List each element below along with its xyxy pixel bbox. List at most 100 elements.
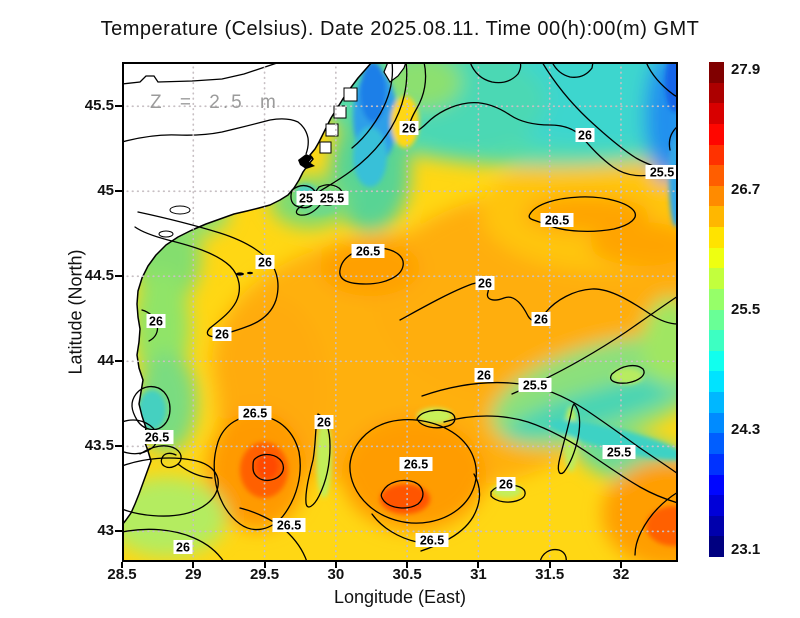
x-tick-label: 29	[184, 566, 202, 583]
y-tick-label: 43.5	[84, 437, 114, 455]
coastline-lagoon-loop	[122, 118, 309, 155]
estuary-cell	[343, 87, 358, 102]
small-island	[247, 271, 253, 275]
y-tick-mark	[115, 275, 122, 278]
contour-label: 26	[317, 416, 331, 430]
colorbar-band	[709, 247, 724, 269]
contour-label-box	[146, 314, 166, 328]
colorbar-band	[709, 185, 724, 207]
coastline-north-lagoon	[122, 62, 281, 85]
contour-label-box	[238, 406, 272, 420]
colorbar-tick-label: 26.7	[731, 181, 761, 198]
contour-label: 25.5	[523, 379, 547, 393]
colorbar-band	[709, 453, 724, 475]
small-island	[236, 272, 244, 276]
colorbar-band	[709, 495, 724, 516]
contour-label: 26	[149, 315, 163, 329]
colorbar-band	[709, 82, 724, 104]
y-tick-mark	[115, 445, 122, 448]
y-tick-label: 43	[97, 522, 114, 540]
contour-label: 26.5	[277, 519, 301, 533]
colorbar-band	[709, 227, 724, 248]
contour-label: 26	[258, 256, 272, 270]
contour-label: 25.5	[607, 446, 631, 460]
contour-label-box	[474, 368, 494, 382]
x-tick-mark	[477, 562, 480, 568]
contour-label-box	[314, 415, 334, 429]
temperature-map-canvas: 26 26 25.5 25 25.5 26.5 26.5 26 26 26 26 26 26 25.5 26…	[122, 62, 678, 562]
contour-labels: 26 26 25.5 25 25.5 26.5 26.5 26 26 26 26 26 26 25.5 26…	[140, 121, 678, 555]
lagoon-lake	[158, 230, 174, 238]
contour-label-box	[602, 445, 636, 459]
contour-label-box	[173, 540, 193, 554]
colorbar-tick-label: 25.5	[731, 301, 761, 318]
contour-label-box	[272, 518, 306, 532]
x-tick-mark	[192, 562, 195, 568]
contour-label: 26	[402, 122, 416, 136]
y-tick-mark	[115, 105, 122, 108]
contour-label-box	[531, 312, 551, 326]
y-tick-label: 44	[97, 352, 114, 370]
contour-label-box	[255, 255, 275, 269]
colorbar-band	[709, 309, 724, 331]
contour-label-box	[399, 457, 433, 471]
colorbar-band	[709, 371, 724, 392]
contour-label: 26.5	[545, 214, 569, 228]
x-axis-label: Longitude (East)	[333, 587, 467, 607]
colorbar-tick-label: 23.1	[731, 541, 761, 558]
x-tick-label: 30.5	[392, 566, 422, 583]
x-tick-label: 29.5	[249, 566, 280, 583]
depth-annotation: Z = 2.5 m	[150, 92, 279, 113]
contour-label-box	[645, 165, 678, 179]
x-tick-label: 31	[470, 566, 487, 583]
contour-label-box	[212, 327, 232, 341]
colorbar-band	[709, 103, 724, 124]
colorbar	[709, 62, 724, 557]
contour-label: 26	[534, 313, 548, 327]
x-tick-mark	[548, 562, 551, 568]
contour-label-box	[351, 244, 385, 258]
contour-label: 25	[299, 192, 313, 206]
colorbar-tick-label: 24.3	[731, 421, 761, 438]
contour-label: 26	[478, 277, 492, 291]
contour-label-box	[475, 276, 495, 290]
colorbar-band	[709, 165, 724, 186]
x-tick-label: 28.5	[107, 566, 137, 583]
y-tick-mark	[115, 530, 122, 533]
contour-label-box	[518, 378, 552, 392]
colorbar-tick-label: 27.9	[731, 61, 761, 78]
colorbar-band	[709, 350, 724, 372]
contour-label-box	[496, 477, 516, 491]
colorbar-band	[709, 392, 724, 413]
colorbar-band	[709, 123, 724, 145]
contour-label: 26.5	[145, 431, 169, 445]
contour-label-box	[540, 213, 574, 227]
x-tick-mark	[121, 562, 123, 568]
colorbar-band	[709, 62, 724, 83]
x-tick-label: 30	[327, 566, 345, 583]
y-tick-mark	[115, 190, 122, 193]
contour-label: 26.5	[420, 534, 444, 548]
x-tick-mark	[406, 562, 409, 568]
contour-label-box	[415, 533, 449, 547]
colorbar-band	[709, 330, 724, 351]
temperature-field-detail	[138, 62, 678, 546]
plot-frame	[122, 62, 678, 562]
x-tick-mark	[334, 562, 337, 568]
contour-label: 25.5	[650, 166, 674, 180]
x-tick-label: 31.5	[535, 566, 565, 583]
contour-label: 26.5	[404, 458, 428, 472]
colorbar-band	[709, 144, 724, 166]
estuary-cell	[325, 123, 339, 137]
contour-lines	[122, 62, 678, 562]
contour-label: 26	[578, 129, 592, 143]
contour-label-box	[575, 128, 595, 142]
colorbar-band	[709, 474, 724, 496]
map-plot-area: 26 26 25.5 25 25.5 26.5 26.5 26 26 26 26 26 26 25.5 26…	[122, 62, 678, 562]
estuary-cell	[319, 141, 332, 154]
contour-label: 26.5	[356, 245, 380, 259]
contour-label: 26	[499, 478, 513, 492]
colorbar-band	[709, 206, 724, 227]
contour-label-box	[399, 121, 419, 135]
colorbar-band	[709, 268, 724, 289]
